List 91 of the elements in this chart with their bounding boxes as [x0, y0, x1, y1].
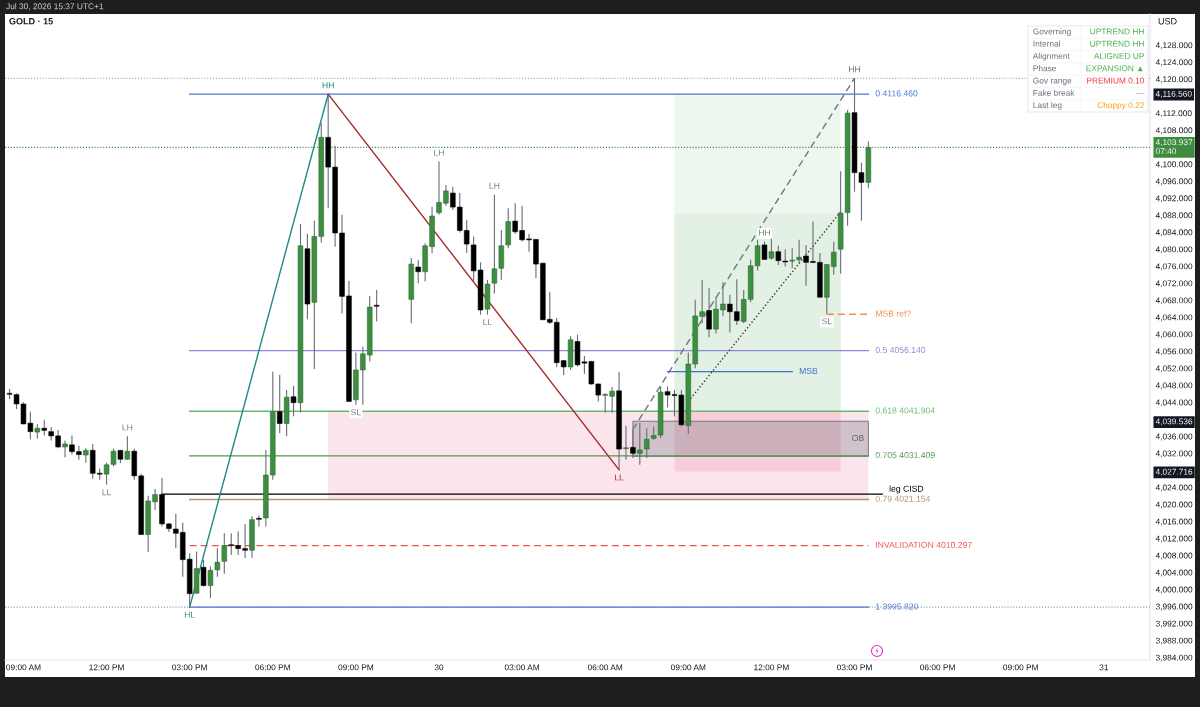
- y-tick-label: 4,039.536: [1155, 418, 1193, 426]
- y-tick-label: 4,036.000: [1155, 433, 1193, 441]
- series-label: MSB: [799, 367, 818, 374]
- x-tick-label: 30: [434, 664, 444, 671]
- series-label: MSB ref?: [876, 310, 911, 317]
- y-tick-label: 4,052.000: [1155, 365, 1193, 373]
- annotation: Fake break: [1033, 89, 1075, 96]
- y-tick-label: 3,984.000: [1155, 654, 1193, 662]
- series-label: 0 4116.460: [875, 90, 918, 97]
- y-tick-label: 4,124.000: [1155, 59, 1193, 67]
- y-tick-label: 4,056.000: [1155, 348, 1193, 356]
- text: Jul 30, 2026 15:37 UTC+1: [6, 3, 104, 11]
- annotation: LH: [434, 149, 444, 156]
- annotation: UPTREND HH: [1090, 28, 1144, 35]
- y-tick-label: 4,068.000: [1155, 297, 1193, 305]
- y-tick-label: 4,084.000: [1155, 229, 1193, 237]
- y-tick-label: 4,080.000: [1155, 246, 1193, 254]
- x-tick-label: 03:00 PM: [172, 664, 207, 671]
- x-tick-label: 31: [1099, 664, 1109, 671]
- annotation: EXPANSION ▲: [1086, 65, 1143, 72]
- annotation: HH: [758, 229, 770, 236]
- y-axis-title: USD: [1158, 18, 1177, 25]
- y-tick-label: 4,092.000: [1155, 195, 1193, 203]
- y-tick-label: 4,064.000: [1155, 314, 1193, 322]
- chart-title: GOLD · 15: [9, 18, 53, 25]
- annotation: LH: [122, 424, 133, 431]
- x-tick-label: 03:00 AM: [504, 664, 540, 671]
- series-label: 0.618 4041.904: [875, 407, 935, 414]
- y-tick-label: 4,032.000: [1155, 450, 1193, 458]
- y-tick-label: 4,060.000: [1155, 331, 1193, 339]
- series-label: 0.705 4031.409: [875, 452, 935, 459]
- y-tick-label: 4,012.000: [1155, 535, 1193, 543]
- annotation: SL: [351, 409, 361, 416]
- y-tick-label: 4,088.000: [1155, 212, 1193, 220]
- y-tick-label: 3,992.000: [1155, 620, 1193, 628]
- annotation: UPTREND HH: [1090, 40, 1144, 47]
- x-tick-label: 12:00 PM: [754, 664, 789, 671]
- data-label: HH: [849, 66, 861, 73]
- y-tick-label: 3,988.000: [1155, 637, 1193, 645]
- annotation: LL: [102, 489, 112, 496]
- y-tick-label: 4,072.000: [1155, 280, 1193, 288]
- y-tick-label: 4,096.000: [1155, 178, 1193, 186]
- y-tick-label: 4,120.000: [1155, 76, 1193, 84]
- y-tick-label: 4,112.000: [1155, 110, 1192, 118]
- y-tick-label: 4,116.560: [1155, 90, 1192, 98]
- x-tick-label: 12:00 PM: [89, 664, 124, 671]
- y-tick-label: 4,076.000: [1155, 263, 1193, 271]
- y-tick-label: 3,996.000: [1155, 603, 1193, 611]
- annotation: Gov range: [1033, 77, 1072, 86]
- annotation: Last leg: [1033, 101, 1062, 110]
- y-tick-label: 4,020.000: [1155, 501, 1193, 509]
- y-tick-label: 4,100.000: [1155, 161, 1193, 169]
- y-tick-label: 4,048.000: [1155, 382, 1193, 390]
- x-tick-label: 09:00 PM: [1003, 664, 1038, 671]
- y-tick-label: 4,000.000: [1155, 586, 1193, 594]
- series-label: 0.5 4056.140: [875, 346, 926, 353]
- annotation: SL: [821, 318, 832, 325]
- annotation: Internal: [1033, 40, 1061, 47]
- x-tick-label: 09:00 AM: [671, 664, 706, 671]
- y-tick-label: 4,108.000: [1155, 127, 1193, 135]
- ref-line-label: 4,103.937 07:40: [1155, 139, 1193, 155]
- series-label: 1 3995.820: [875, 603, 919, 610]
- series-label: 0.79 4021.154: [875, 495, 931, 502]
- series-label: leg CISD: [889, 485, 924, 494]
- x-tick-label: 06:00 PM: [920, 664, 955, 671]
- y-tick-label: 4,016.000: [1155, 518, 1193, 526]
- annotation: Alignment: [1032, 52, 1070, 61]
- series-label: INVALIDATION 4010.297: [876, 541, 972, 548]
- data-label: HL: [184, 611, 195, 618]
- annotation: ALIGNED UP: [1093, 53, 1144, 59]
- annotation: LL: [483, 319, 492, 326]
- x-tick-label: 06:00 AM: [587, 664, 623, 671]
- y-tick-label: 4,024.000: [1155, 484, 1193, 492]
- x-tick-label: 03:00 PM: [837, 664, 872, 671]
- y-tick-label: 4,128.000: [1155, 42, 1193, 50]
- data-label: LL: [614, 474, 624, 481]
- y-tick-label: 4,027.716: [1155, 468, 1193, 476]
- x-tick-label: 09:00 AM: [6, 664, 41, 671]
- x-tick-label: 09:00 PM: [338, 664, 374, 671]
- x-tick-label: 06:00 PM: [255, 664, 290, 671]
- y-tick-label: 4,044.000: [1155, 399, 1193, 407]
- annotation: Governing: [1033, 28, 1071, 37]
- annotation: LH: [489, 182, 500, 189]
- legend-label: OB: [852, 434, 864, 442]
- data-label: HH: [322, 82, 334, 89]
- y-tick-label: 4,004.000: [1155, 569, 1193, 577]
- annotation: Choppy 0.22: [1097, 101, 1144, 110]
- annotation: —: [1136, 93, 1145, 94]
- annotation: Phase: [1033, 65, 1057, 72]
- annotation: PREMIUM 0.10: [1087, 77, 1145, 84]
- y-tick-label: 4,008.000: [1155, 552, 1193, 560]
